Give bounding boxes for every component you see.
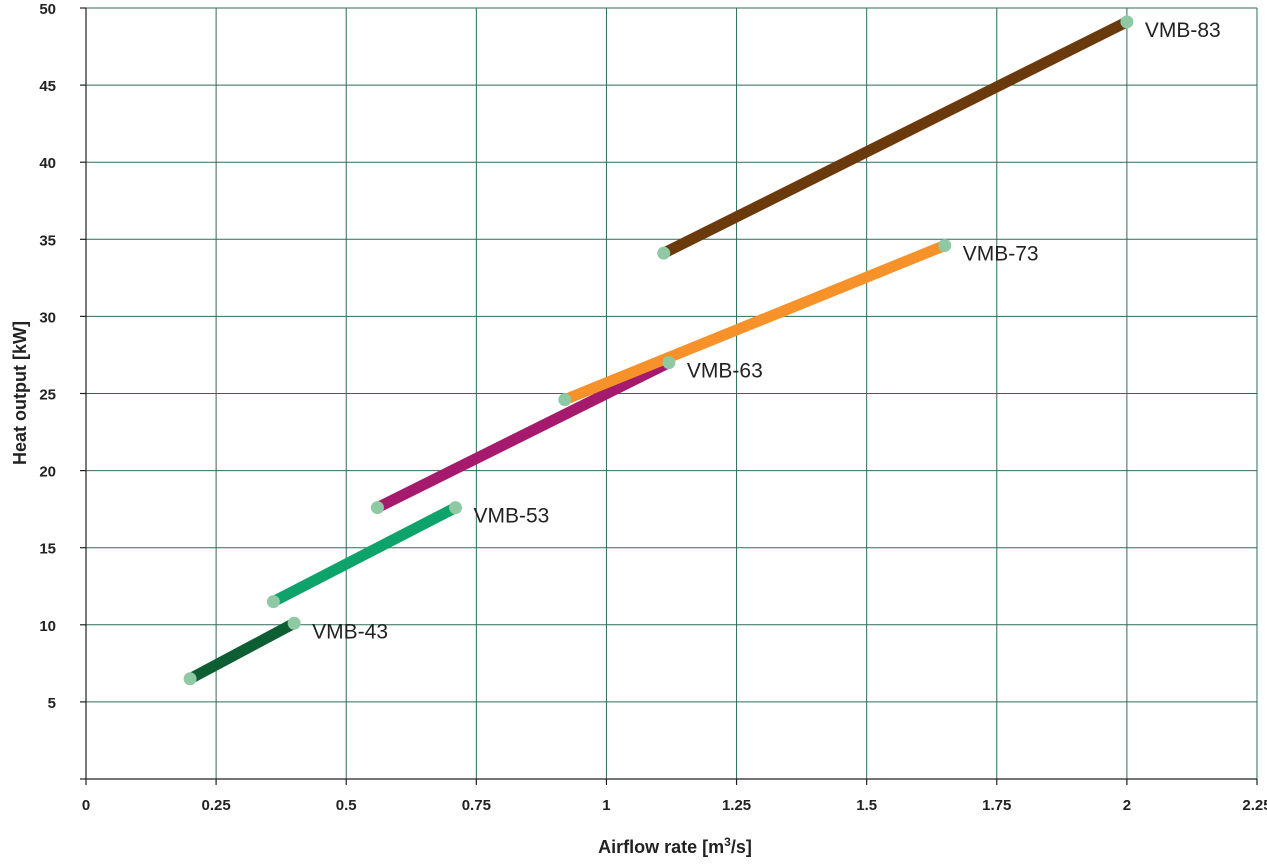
series-marker-vmb-63 [662,356,676,370]
series-label-vmb-53: VMB-53 [474,505,550,528]
y-tick-label: 40 [39,155,56,172]
y-tick-label: 25 [39,387,56,404]
series-marker-vmb-63 [370,501,384,515]
y-tick-label: 35 [39,232,56,249]
series-markers [183,15,1134,686]
series-label-vmb-83: VMB-83 [1145,19,1221,42]
series-lines [187,16,1130,684]
x-tick-label: 1.75 [982,797,1011,814]
x-axis-title-prefix: Airflow rate [m [598,837,724,857]
y-tick-label: 30 [39,309,56,326]
x-tick-label: 0.5 [336,797,357,814]
x-tick-labels: 0 0.25 0.5 0.75 1 1.25 1.5 1.75 2 2.25 [82,797,1267,814]
x-tick-label: 0.25 [202,797,231,814]
series-marker-vmb-43 [287,616,301,630]
x-axis-title-sup: 3 [724,835,731,849]
series-marker-vmb-53 [266,595,280,609]
y-tick-label: 20 [39,464,56,481]
x-tick-label: 1 [602,797,610,814]
y-tick-label: 15 [39,541,56,558]
x-tick-label: 0 [82,797,90,814]
series-line-vmb-63 [374,357,672,513]
x-tick-label: 1.5 [856,797,877,814]
series-marker-vmb-73 [558,393,572,407]
series-marker-vmb-73 [938,238,952,252]
y-tick-label: 50 [39,1,56,18]
axes [80,7,1258,785]
series-marker-vmb-83 [1120,15,1134,29]
x-tick-label: 0.75 [462,797,491,814]
series-line-vmb-53 [270,502,459,607]
series-line-vmb-83 [661,16,1130,259]
x-axis-title-suffix: /s] [731,837,752,857]
series-label-vmb-43: VMB-43 [312,620,388,643]
y-tick-label: 45 [39,78,56,95]
series-marker-vmb-83 [657,246,671,260]
grid [86,7,1258,779]
x-tick-label: 2.25 [1242,797,1267,814]
y-tick-label: 5 [48,695,56,712]
series-label-vmb-73: VMB-73 [963,242,1039,265]
y-axis-title: Heat output [kW] [10,321,30,465]
x-tick-label: 1.25 [722,797,751,814]
series-labels: VMB-43 VMB-53 VMB-63 VMB-73 VMB-83 [312,19,1221,643]
y-tick-label: 10 [39,618,56,635]
series-line-vmb-73 [562,240,947,405]
series-marker-vmb-43 [183,672,197,686]
series-line-vmb-43 [187,618,297,684]
x-tick-label: 2 [1123,797,1131,814]
series-label-vmb-63: VMB-63 [687,360,763,383]
x-axis-title: Airflow rate [m3/s] [598,835,752,857]
y-tick-labels: 5 10 15 20 25 30 35 40 45 50 [39,1,56,712]
series-marker-vmb-53 [449,501,463,515]
